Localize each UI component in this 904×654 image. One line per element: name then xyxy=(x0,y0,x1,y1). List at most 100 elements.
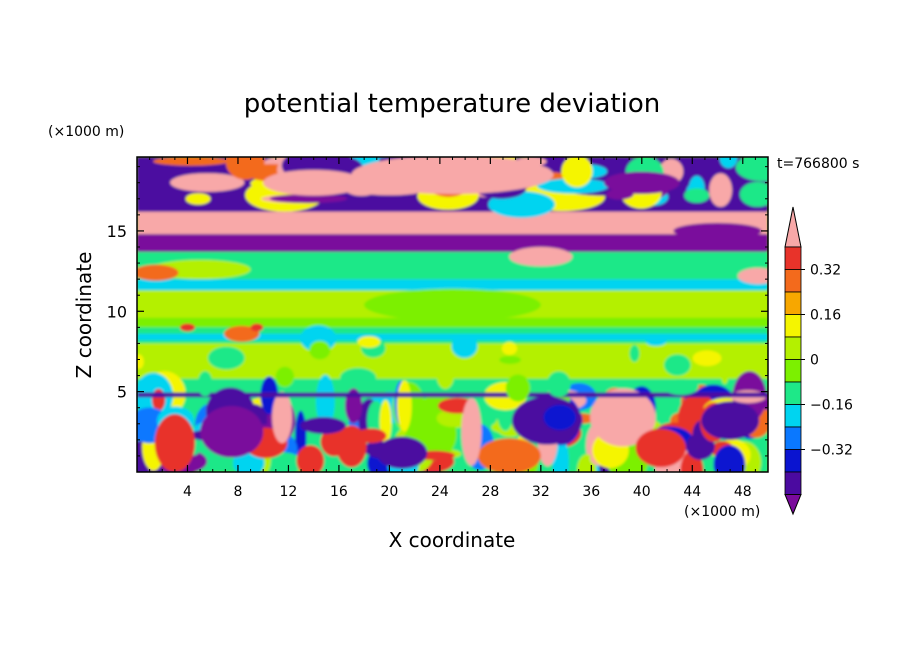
mid-puff xyxy=(436,363,454,389)
colorbar-segment xyxy=(784,291,802,315)
x-tick-label: 48 xyxy=(734,484,752,500)
pink-plume xyxy=(590,388,656,447)
mid-puff xyxy=(357,336,381,348)
red-plume-mid xyxy=(336,425,367,468)
mid-puff xyxy=(664,354,691,376)
mid-puff xyxy=(309,340,331,360)
orange-plume xyxy=(477,438,541,472)
mid-puff xyxy=(692,350,722,367)
convective-cell xyxy=(315,374,335,428)
mid-puff xyxy=(720,358,729,385)
x-tick-label: 12 xyxy=(280,484,298,500)
y-unit-label: (×1000 m) xyxy=(48,124,124,140)
upper-cell xyxy=(153,157,229,166)
mid-puff xyxy=(546,371,571,398)
x-axis-label: X coordinate xyxy=(389,528,516,552)
pink-column xyxy=(461,398,482,466)
convective-cell xyxy=(436,409,469,428)
x-axis: 4 8 12 16 20 24 28 32 36 40 44 48 xyxy=(149,157,756,500)
pink-band xyxy=(137,211,768,235)
upper-cell xyxy=(684,188,710,203)
navy-plume xyxy=(543,404,577,431)
x-tick-label: 4 xyxy=(183,484,192,500)
colorbar-tick-label: −0.32 xyxy=(810,443,853,459)
upper-cell xyxy=(739,181,768,207)
upper-cell xyxy=(719,157,738,169)
purple-plume-left xyxy=(200,406,264,458)
x-tick-label: 24 xyxy=(431,484,449,500)
convective-cell xyxy=(152,388,166,411)
plot-area xyxy=(137,157,768,472)
y-tick-label: 5 xyxy=(117,383,127,402)
purple-band xyxy=(137,234,768,252)
mid-puff xyxy=(275,366,295,388)
x-tick-label: 20 xyxy=(380,484,398,500)
chart-title: potential temperature deviation xyxy=(244,89,660,119)
y-tick-label: 10 xyxy=(107,302,127,321)
x-tick-label: 32 xyxy=(532,484,550,500)
colorbar-segment xyxy=(784,381,802,405)
green-patch xyxy=(364,288,541,321)
mid-puff xyxy=(629,344,640,362)
colorbar-segment xyxy=(784,404,802,428)
cyan-layer-upper xyxy=(137,279,768,291)
inversion-line xyxy=(137,392,768,398)
colorbar: 0.32 0.16 0 −0.16 −0.32 xyxy=(784,206,853,516)
x-unit-label: (×1000 m) xyxy=(684,504,760,520)
mid-puff xyxy=(451,333,478,359)
mid-puff xyxy=(499,355,521,364)
y-axis-label: Z coordinate xyxy=(72,252,96,379)
x-tick-label: 8 xyxy=(233,484,242,500)
upper-cell xyxy=(185,193,211,205)
red-plume-right xyxy=(635,428,686,468)
x-tick-label: 44 xyxy=(683,484,701,500)
mid-puff xyxy=(501,342,518,355)
pink-column-left xyxy=(272,391,293,444)
x-tick-label: 40 xyxy=(633,484,651,500)
purple-plume-mid xyxy=(376,436,428,469)
upper-purple-cell xyxy=(603,171,680,194)
pink-cell-edge xyxy=(737,267,768,284)
colorbar-segment xyxy=(784,314,802,338)
upper-cell xyxy=(709,173,733,207)
purple-plume-right xyxy=(701,401,760,440)
cyan-layer-lower xyxy=(137,333,768,341)
colorbar-segment xyxy=(784,246,802,270)
mid-puff xyxy=(339,368,377,388)
orange-puff xyxy=(224,325,260,342)
colorbar-tick-label: −0.16 xyxy=(810,398,853,414)
mid-puff xyxy=(662,378,699,395)
mid-puff xyxy=(137,354,144,370)
upper-cell xyxy=(225,157,265,180)
upper-cell xyxy=(561,157,593,188)
x-tick-label: 16 xyxy=(330,484,348,500)
colorbar-tick-label: 0.16 xyxy=(810,308,841,324)
y-axis: 5 10 15 xyxy=(107,166,768,457)
colorbar-segment xyxy=(784,426,802,450)
upper-pink-cell xyxy=(351,157,554,194)
colorbar-extend-top xyxy=(784,206,802,248)
convective-cell xyxy=(397,380,412,432)
mid-puff xyxy=(505,374,531,402)
colorbar-tick-label: 0 xyxy=(810,353,819,369)
colorbar-segment xyxy=(784,336,802,360)
upper-cell xyxy=(735,157,768,182)
colorbar-segment xyxy=(784,449,802,473)
mid-puff xyxy=(197,371,213,397)
convective-cell xyxy=(713,444,746,472)
red-puff xyxy=(250,323,264,332)
convective-cell xyxy=(296,445,325,472)
colorbar-segment xyxy=(784,471,802,495)
teal-layer-base xyxy=(137,378,768,392)
y-tick-label: 15 xyxy=(107,222,127,241)
convective-cell xyxy=(300,416,347,435)
orange-cell-edge xyxy=(137,264,179,281)
pink-cell xyxy=(509,247,573,267)
red-puff xyxy=(179,323,196,332)
upper-cell xyxy=(170,173,245,192)
upper-cell xyxy=(269,194,348,204)
mid-puff xyxy=(645,336,667,346)
colorbar-segment xyxy=(784,269,802,293)
upper-pink-cell xyxy=(263,169,365,196)
